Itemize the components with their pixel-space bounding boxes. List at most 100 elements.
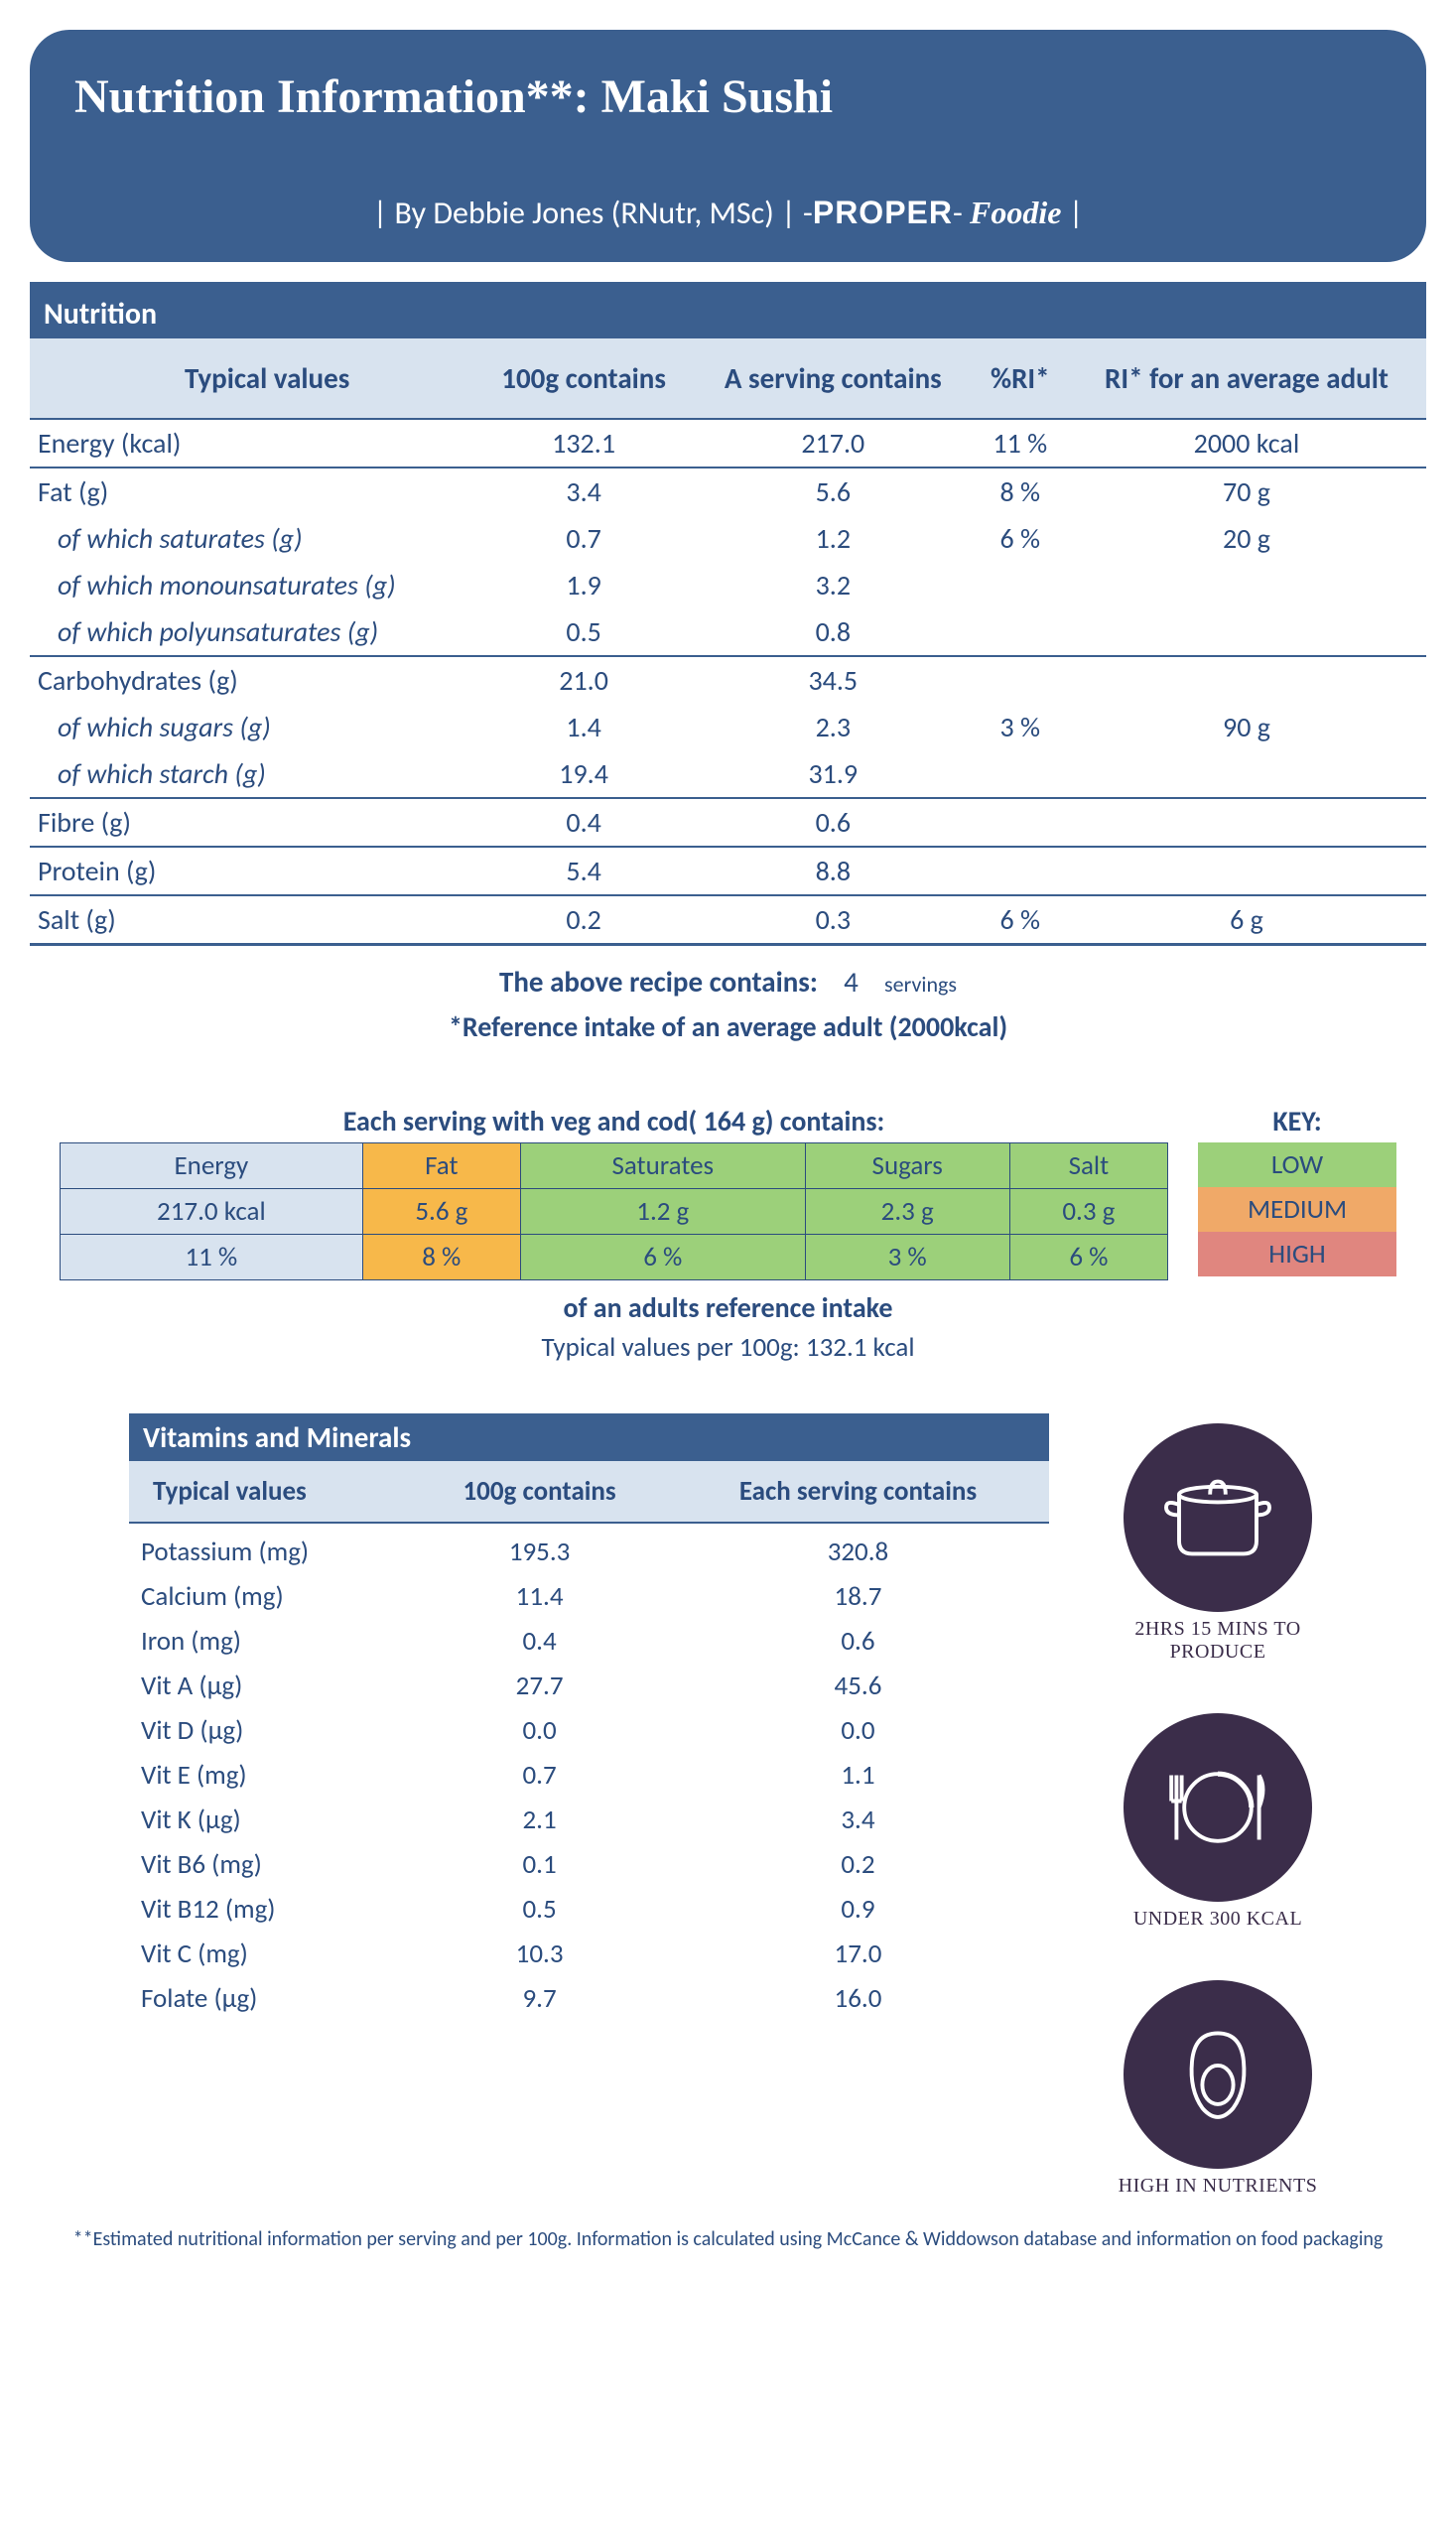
servings-count: 4 [844, 964, 859, 1000]
col-ref: RI* for an average adult [1067, 338, 1426, 419]
table-cell: 6 % [974, 895, 1067, 945]
table-cell: 21.0 [474, 656, 693, 704]
table-cell: 5.6 [693, 468, 974, 515]
traffic-sub2-prefix: Typical values per 100g: [541, 1331, 805, 1364]
table-cell: 6 % [974, 515, 1067, 562]
table-cell: 0.2 [474, 895, 693, 945]
col-serving: A serving contains [693, 338, 974, 419]
table-cell: Iron (mg) [129, 1619, 412, 1664]
table-cell: of which monounsaturates (g) [30, 562, 474, 608]
key-table: LOWMEDIUMHIGH [1198, 1142, 1396, 1276]
header-card: Nutrition Information**: Maki Sushi | By… [30, 30, 1426, 262]
table-cell [1067, 750, 1426, 798]
table-row: Fibre (g)0.40.6 [30, 798, 1426, 847]
table-cell: 1.2 [693, 515, 974, 562]
ri-note: *Reference intake of an average adult (2… [30, 1009, 1426, 1044]
table-cell: Potassium (mg) [129, 1523, 412, 1574]
table-row: LOW [1198, 1142, 1396, 1187]
col-typical: Typical values [30, 338, 474, 419]
traffic-cell: 0.3 g [1009, 1189, 1167, 1235]
table-cell: Energy (kcal) [30, 419, 474, 468]
col-ri: %RI* [974, 338, 1067, 419]
table-cell: 0.5 [412, 1887, 667, 1932]
table-row: of which starch (g)19.431.9 [30, 750, 1426, 798]
table-cell: of which starch (g) [30, 750, 474, 798]
table-cell [974, 656, 1067, 704]
table-row: Vit E (mg)0.71.1 [129, 1753, 1049, 1798]
table-cell [974, 608, 1067, 656]
table-row: Salt (g)0.20.36 %6 g [30, 895, 1426, 945]
table-row: Energy (kcal)132.1217.011 %2000 kcal [30, 419, 1426, 468]
key-cell: MEDIUM [1198, 1187, 1396, 1232]
table-cell: 8.8 [693, 847, 974, 895]
table-cell: 34.5 [693, 656, 974, 704]
table-cell: Vit K (µg) [129, 1798, 412, 1842]
table-row: Iron (mg)0.40.6 [129, 1619, 1049, 1664]
table-cell: 0.0 [412, 1708, 667, 1753]
traffic-cell: Saturates [520, 1143, 805, 1189]
nutrition-section: Nutrition Typical values 100g contains A… [30, 282, 1426, 946]
table-cell: 0.7 [474, 515, 693, 562]
traffic-subtitle-1: of an adults reference intake [30, 1290, 1426, 1325]
badge-kcal: UNDER 300 KCAL [1114, 1713, 1322, 1931]
badge-nutrients-label: HIGH IN NUTRIENTS [1114, 2175, 1322, 2198]
byline-mid: - [953, 194, 970, 232]
table-row: of which polyunsaturates (g)0.50.8 [30, 608, 1426, 656]
traffic-cell: Energy [61, 1143, 363, 1189]
table-cell: 0.6 [667, 1619, 1049, 1664]
traffic-light-section: Each serving with veg and cod( 164 g) co… [30, 1104, 1426, 1280]
traffic-cell: Fat [362, 1143, 520, 1189]
byline-suffix: | [1061, 194, 1083, 232]
table-cell [1067, 562, 1426, 608]
traffic-cell: 11 % [61, 1235, 363, 1280]
key-cell: LOW [1198, 1142, 1396, 1187]
table-cell [974, 847, 1067, 895]
table-cell: 0.7 [412, 1753, 667, 1798]
traffic-cell: 5.6 g [362, 1189, 520, 1235]
table-cell: Carbohydrates (g) [30, 656, 474, 704]
table-row: of which sugars (g)1.42.33 %90 g [30, 704, 1426, 750]
table-cell: 6 g [1067, 895, 1426, 945]
table-cell: 45.6 [667, 1664, 1049, 1708]
table-cell: 9.7 [412, 1976, 667, 2021]
table-cell: 20 g [1067, 515, 1426, 562]
traffic-title-prefix: Each serving with veg and cod( [343, 1104, 704, 1138]
table-row: Vit C (mg)10.317.0 [129, 1932, 1049, 1976]
badge-time: 2HRS 15 MINS TO PRODUCE [1114, 1423, 1322, 1664]
pot-icon [1124, 1423, 1312, 1612]
table-cell: 1.9 [474, 562, 693, 608]
table-cell: 3.2 [693, 562, 974, 608]
table-cell: 132.1 [474, 419, 693, 468]
table-cell: 27.7 [412, 1664, 667, 1708]
table-cell: 3.4 [474, 468, 693, 515]
table-row: Vit A (µg)27.745.6 [129, 1664, 1049, 1708]
table-cell [974, 798, 1067, 847]
traffic-title: Each serving with veg and cod( 164 g) co… [60, 1104, 1168, 1138]
avocado-icon [1124, 1980, 1312, 2169]
table-cell: Vit B12 (mg) [129, 1887, 412, 1932]
table-cell [1067, 798, 1426, 847]
table-row: MEDIUM [1198, 1187, 1396, 1232]
traffic-weight: 164 [704, 1104, 746, 1138]
table-row: Protein (g)5.48.8 [30, 847, 1426, 895]
table-cell: Fibre (g) [30, 798, 474, 847]
nutrition-section-title: Nutrition [30, 286, 1426, 338]
traffic-subtitle-2: Typical values per 100g: 132.1 kcal [30, 1331, 1426, 1364]
table-cell [974, 750, 1067, 798]
table-cell: 320.8 [667, 1523, 1049, 1574]
table-cell: 90 g [1067, 704, 1426, 750]
table-row: Carbohydrates (g)21.034.5 [30, 656, 1426, 704]
traffic-cell: 6 % [520, 1235, 805, 1280]
table-cell: Protein (g) [30, 847, 474, 895]
table-cell: 2.3 [693, 704, 974, 750]
traffic-cell: Sugars [805, 1143, 1009, 1189]
badge-nutrients: HIGH IN NUTRIENTS [1114, 1980, 1322, 2198]
table-cell: Folate (µg) [129, 1976, 412, 2021]
table-row: Vit D (µg)0.00.0 [129, 1708, 1049, 1753]
table-row: Potassium (mg)195.3320.8 [129, 1523, 1049, 1574]
table-row: 11 %8 %6 %3 %6 % [61, 1235, 1168, 1280]
table-cell: 1.4 [474, 704, 693, 750]
traffic-key: KEY: LOWMEDIUMHIGH [1198, 1104, 1396, 1276]
traffic-cell: 1.2 g [520, 1189, 805, 1235]
table-cell: 70 g [1067, 468, 1426, 515]
